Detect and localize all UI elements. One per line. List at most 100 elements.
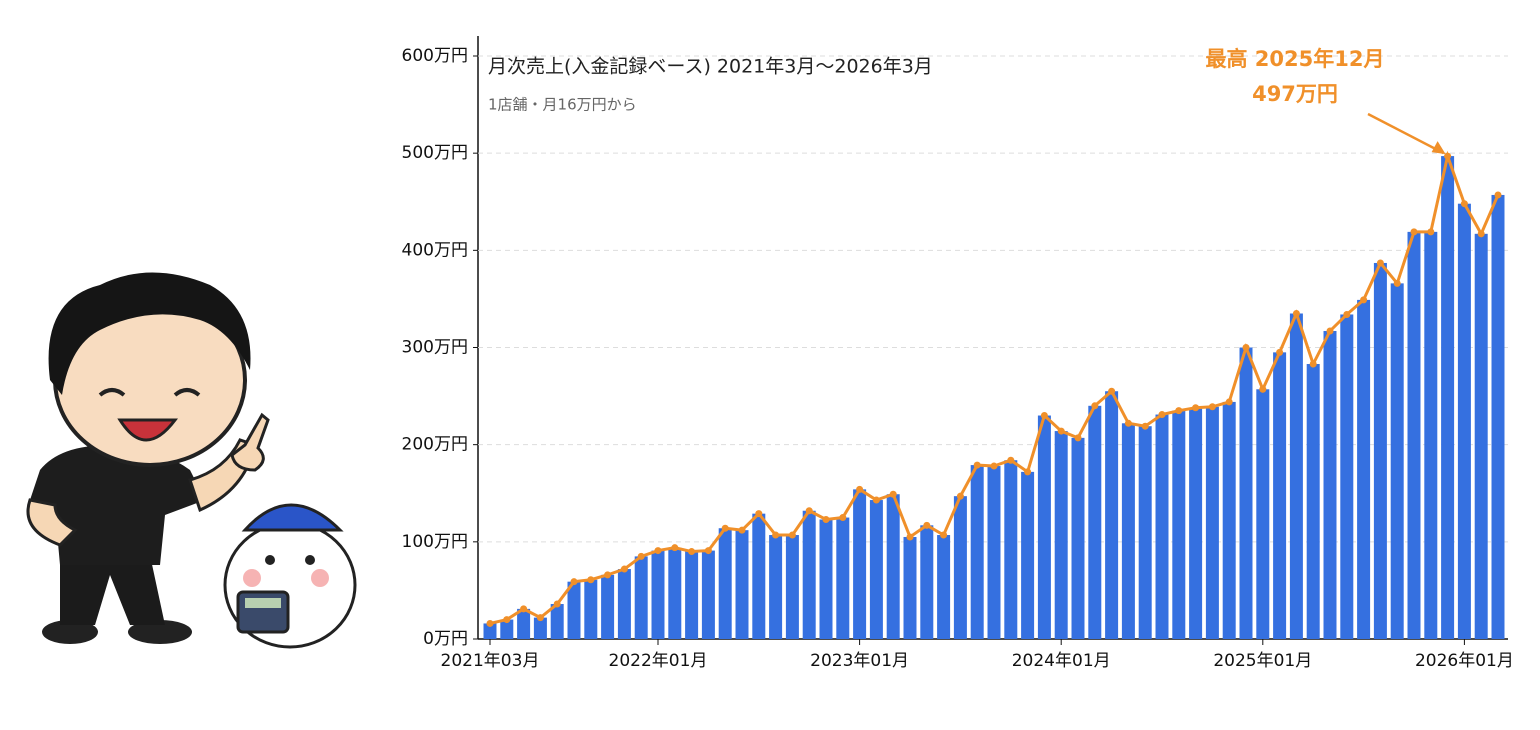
line-point bbox=[956, 492, 964, 500]
annotation: 最高 2025年12月 bbox=[1206, 47, 1385, 71]
calculator-screen bbox=[245, 598, 281, 608]
bar bbox=[1474, 233, 1488, 639]
line-point bbox=[520, 605, 528, 613]
bar bbox=[1121, 423, 1135, 639]
bar bbox=[617, 569, 631, 639]
x-tick-label: 2022年01月 bbox=[609, 651, 708, 671]
line-point bbox=[486, 619, 494, 627]
line-point bbox=[1309, 360, 1317, 368]
bar bbox=[1289, 313, 1303, 639]
annotation-arrowhead bbox=[1431, 141, 1446, 155]
line-point bbox=[1276, 348, 1284, 356]
line-point bbox=[990, 462, 998, 470]
bar bbox=[1457, 203, 1471, 639]
line-point bbox=[1477, 230, 1485, 238]
line-point bbox=[1460, 200, 1468, 208]
bar bbox=[483, 623, 497, 639]
line-point bbox=[620, 565, 628, 573]
mouth bbox=[117, 418, 179, 442]
y-tick-label: 100万円 bbox=[402, 532, 468, 552]
line-point bbox=[1141, 422, 1149, 430]
bar bbox=[517, 608, 531, 639]
line-point bbox=[503, 616, 511, 624]
line-point bbox=[1343, 310, 1351, 318]
bar bbox=[937, 535, 951, 639]
bar bbox=[769, 535, 783, 639]
line-point bbox=[671, 544, 679, 552]
line-point bbox=[721, 524, 729, 532]
line-point bbox=[1360, 296, 1368, 304]
bar bbox=[735, 530, 749, 639]
line-point bbox=[973, 461, 981, 469]
line-point bbox=[704, 547, 712, 555]
bar bbox=[903, 536, 917, 639]
bar bbox=[1054, 431, 1068, 639]
bar bbox=[1441, 156, 1455, 639]
line-point bbox=[1074, 434, 1082, 442]
line-point bbox=[1192, 404, 1200, 412]
bar bbox=[853, 489, 867, 639]
bar bbox=[1407, 231, 1421, 639]
line-point bbox=[1158, 411, 1166, 419]
line-point bbox=[604, 571, 612, 579]
bar bbox=[651, 550, 665, 639]
bar bbox=[819, 519, 833, 639]
line-point bbox=[587, 576, 595, 584]
line-point bbox=[688, 548, 696, 556]
bar bbox=[1340, 314, 1354, 639]
line-point bbox=[1208, 403, 1216, 411]
line-point bbox=[772, 531, 780, 539]
bar bbox=[1004, 460, 1018, 639]
chart-subtitle: 1店舗・月16万円から bbox=[488, 96, 637, 114]
bar bbox=[550, 604, 564, 639]
bar bbox=[836, 517, 850, 639]
hand bbox=[230, 412, 270, 472]
line-point bbox=[1376, 259, 1384, 267]
bar bbox=[1189, 407, 1203, 639]
line-point bbox=[1410, 228, 1418, 236]
bar bbox=[1390, 283, 1404, 639]
bar bbox=[1088, 405, 1102, 639]
line-point bbox=[570, 578, 578, 586]
bar bbox=[886, 494, 900, 639]
eye bbox=[305, 555, 315, 565]
bar bbox=[785, 535, 799, 639]
line-point bbox=[1124, 419, 1132, 427]
x-tick-label: 2025年01月 bbox=[1213, 651, 1312, 671]
bar bbox=[500, 619, 514, 639]
line-point bbox=[1494, 191, 1502, 199]
line-point bbox=[755, 510, 763, 518]
shoe bbox=[42, 620, 98, 644]
line-point bbox=[1427, 228, 1435, 236]
bar bbox=[1222, 401, 1236, 639]
bar bbox=[1357, 299, 1371, 639]
bar bbox=[1491, 194, 1505, 639]
line-point bbox=[856, 485, 864, 493]
line-point bbox=[822, 515, 830, 523]
line-point bbox=[1108, 387, 1116, 395]
y-tick-label: 400万円 bbox=[402, 240, 468, 260]
bar bbox=[601, 574, 615, 639]
bar bbox=[953, 496, 967, 639]
bar bbox=[752, 513, 766, 639]
bar bbox=[1021, 471, 1035, 639]
line-point bbox=[1057, 427, 1065, 435]
line-point bbox=[940, 531, 948, 539]
line-point bbox=[923, 521, 931, 529]
chart-title: 月次売上(入金記録ベース) 2021年3月〜2026年3月 bbox=[488, 56, 933, 78]
bar bbox=[869, 500, 883, 639]
annotation-arrow bbox=[1367, 112, 1445, 155]
line-point bbox=[1007, 456, 1015, 464]
shirt bbox=[30, 445, 205, 565]
bar bbox=[802, 510, 816, 639]
line-point bbox=[906, 533, 914, 541]
eye bbox=[98, 388, 126, 397]
line-point bbox=[1091, 402, 1099, 410]
line-point bbox=[738, 526, 746, 534]
line-point bbox=[553, 600, 561, 608]
line-point bbox=[637, 552, 645, 560]
bar bbox=[567, 581, 581, 639]
arm bbox=[26, 498, 78, 547]
x-tick-label: 2024年01月 bbox=[1012, 651, 1111, 671]
